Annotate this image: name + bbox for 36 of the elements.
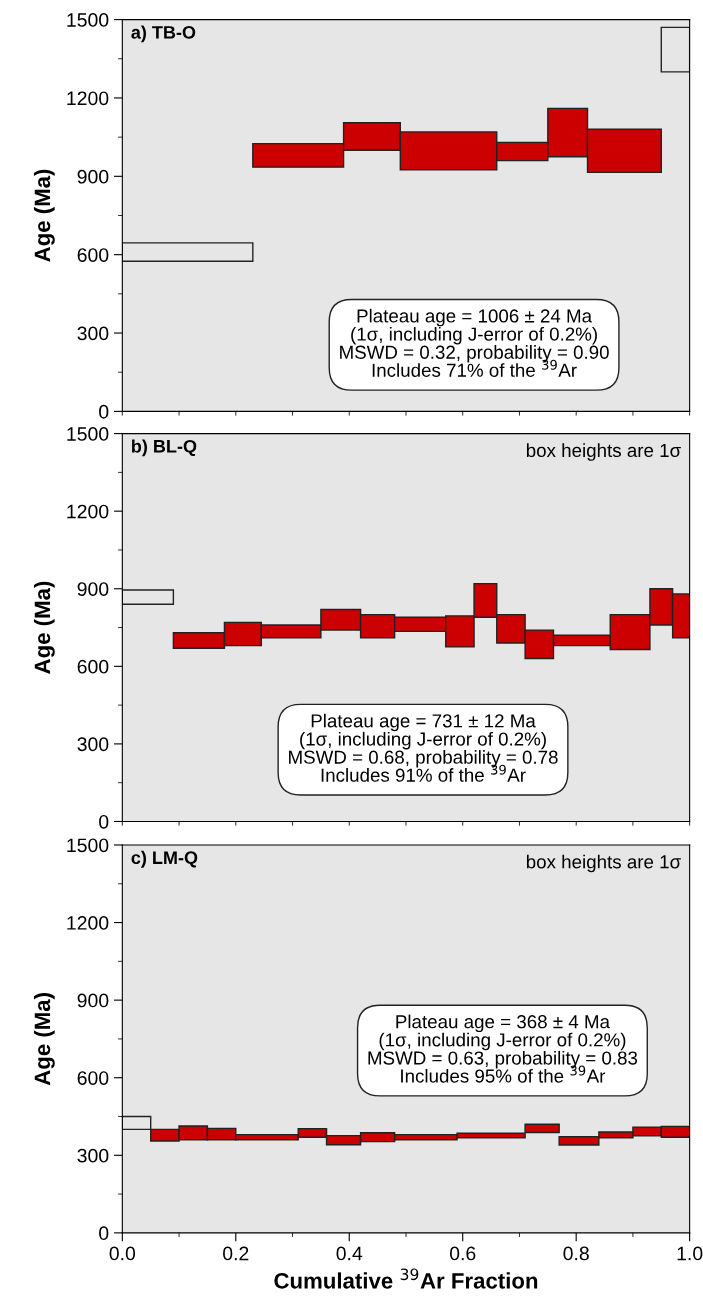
y-tick-label: 1200 bbox=[67, 91, 109, 106]
x-tick-label: 0.6 bbox=[449, 1246, 476, 1261]
y-axis-title: Age (Ma) bbox=[33, 169, 55, 262]
y-axis-title: Age (Ma) bbox=[33, 581, 55, 674]
annotation: a) TB-O bbox=[131, 25, 196, 43]
y-tick-label: 600 bbox=[77, 659, 109, 674]
annotation: Plateau age = 1006 ± 24 Ma (1σ, including J-error of 0.2%) MSWD = 0.32, probability = 0.90 Includes 71% of the $^{39}$Ar bbox=[340, 308, 609, 377]
y-tick-label: 900 bbox=[77, 993, 109, 1008]
annotation: box heights are 1σ bbox=[526, 854, 681, 873]
x-tick-label: 1.0 bbox=[677, 1246, 703, 1261]
x-tick-label: 0.8 bbox=[563, 1246, 589, 1261]
y-tick-label: 1500 bbox=[67, 427, 109, 441]
annotation: c) LM-Q bbox=[131, 850, 198, 868]
annotation: box heights are 1σ bbox=[526, 443, 681, 461]
y-tick-label: 0 bbox=[99, 404, 109, 419]
y-axis-title: Age (Ma) bbox=[33, 993, 55, 1086]
annotation: Plateau age = 731 ± 12 Ma (1σ, including J-error of 0.2%) MSWD = 0.68, probability = 0.78 Includes 91% of the $^{39}$Ar bbox=[289, 713, 558, 782]
x-tick-label: 0.4 bbox=[336, 1246, 363, 1261]
y-tick-label: 0 bbox=[99, 814, 109, 829]
y-tick-label: 1200 bbox=[67, 504, 109, 519]
y-tick-label: 1500 bbox=[67, 13, 109, 27]
y-tick-label: 1500 bbox=[67, 838, 109, 853]
y-tick-label: 1200 bbox=[67, 916, 109, 930]
y-tick-label: 900 bbox=[77, 169, 109, 184]
y-tick-label: 300 bbox=[77, 737, 109, 752]
y-tick-label: 900 bbox=[77, 582, 109, 596]
y-tick-label: 300 bbox=[77, 1148, 109, 1163]
x-tick-label: 0.0 bbox=[109, 1246, 136, 1261]
annotation: b) BL-Q bbox=[132, 439, 197, 457]
y-tick-label: 0 bbox=[99, 1226, 109, 1241]
annotation: Plateau age = 368 ± 4 Ma (1σ, including J-error of 0.2%) MSWD = 0.63, probability = 0.83 Includes 95% of the $^{39}$Ar bbox=[368, 1014, 638, 1083]
y-tick-label: 600 bbox=[77, 248, 109, 262]
y-tick-label: 600 bbox=[77, 1071, 109, 1085]
x-tick-label: 0.2 bbox=[223, 1246, 249, 1261]
y-tick-label: 300 bbox=[77, 326, 109, 341]
x-axis-title: Cumulative $^{39}$Ar Fraction bbox=[274, 1268, 538, 1289]
